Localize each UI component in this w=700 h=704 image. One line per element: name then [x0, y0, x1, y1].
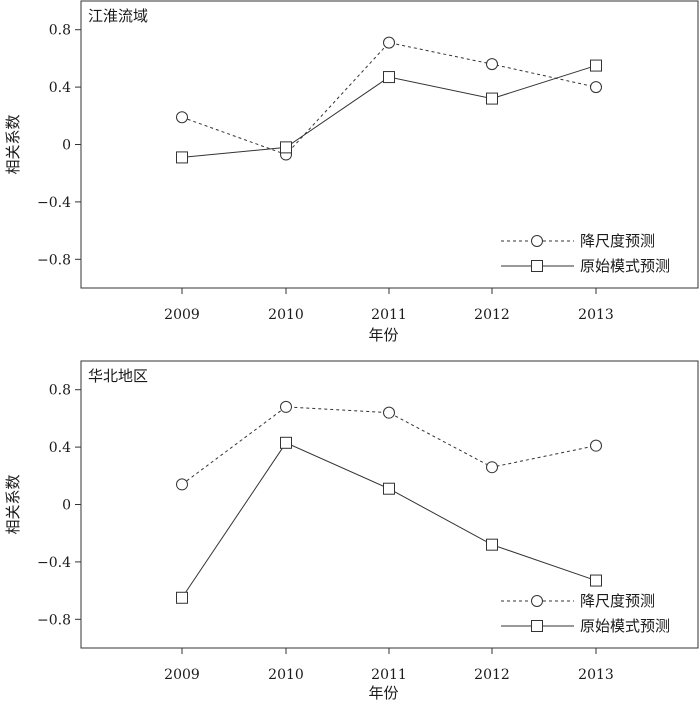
- x-tick-label: 2011: [371, 307, 407, 323]
- legend-label: 原始模式预测: [580, 257, 670, 275]
- x-tick-label: 2010: [268, 307, 304, 323]
- y-tick-label: −0.8: [37, 612, 71, 628]
- data-point-circle: [590, 439, 602, 452]
- data-point-square: [590, 574, 602, 587]
- data-point-circle: [383, 406, 395, 419]
- legend-label: 降尺度预测: [580, 592, 655, 610]
- x-tick-label: 2013: [578, 307, 614, 323]
- x-tick-label: 2012: [474, 307, 510, 323]
- downscaled-series-line: [181, 406, 597, 485]
- data-point-circle: [176, 111, 188, 124]
- downscaled-series-line: [181, 42, 597, 156]
- x-axis-title: 年份: [368, 684, 398, 702]
- data-point-square: [176, 151, 188, 164]
- panel-title: 华北地区: [88, 367, 148, 385]
- data-point-square: [383, 482, 395, 495]
- legend-marker-circle: [531, 235, 543, 247]
- y-axis-title: 相关系数: [4, 114, 22, 174]
- data-point-circle: [280, 400, 292, 413]
- y-axis-title: 相关系数: [4, 474, 22, 534]
- legend-label: 降尺度预测: [580, 232, 655, 250]
- y-tick-label: −0.4: [37, 195, 71, 211]
- data-point-circle: [590, 81, 602, 94]
- data-point-square: [280, 436, 292, 449]
- x-tick-label: 2012: [474, 667, 510, 683]
- x-tick-label: 2009: [164, 307, 200, 323]
- chart-panel-huabei: 0.8 0.4 0 −0.4 −0.8 2009 2010 2011 2012 2013 年份 相关系…: [4, 360, 699, 702]
- raw-model-series-line: [181, 442, 597, 599]
- data-point-circle: [486, 58, 498, 71]
- data-point-square: [176, 591, 188, 604]
- data-point-square: [280, 141, 292, 154]
- x-axis-title: 年份: [368, 326, 398, 344]
- data-point-square: [486, 538, 498, 551]
- panel-title: 江淮流域: [88, 7, 148, 25]
- legend-marker-square: [531, 260, 543, 272]
- x-tick-label: 2010: [268, 667, 304, 683]
- y-tick-label: 0.8: [49, 23, 71, 39]
- y-tick-label: −0.8: [37, 252, 71, 268]
- legend-marker-circle: [531, 595, 543, 607]
- data-point-circle: [486, 461, 498, 474]
- data-point-circle: [176, 478, 188, 491]
- y-tick-label: −0.4: [37, 555, 71, 571]
- y-tick-label: 0.8: [49, 383, 71, 399]
- y-tick-label: 0: [62, 138, 71, 154]
- x-tick-label: 2009: [164, 667, 200, 683]
- data-point-square: [383, 71, 395, 84]
- legend-marker-square: [531, 620, 543, 632]
- legend-label: 原始模式预测: [580, 617, 670, 635]
- data-point-square: [590, 59, 602, 72]
- data-point-circle: [383, 36, 395, 49]
- chart-panel-jianghuai: 0.8 0.4 0 −0.4 −0.8 2009 2010 2011 2012 2013 年份 相关系…: [4, 0, 699, 344]
- y-tick-label: 0.4: [49, 80, 71, 96]
- y-tick-label: 0: [62, 498, 71, 514]
- y-tick-label: 0.4: [49, 440, 71, 456]
- x-tick-label: 2013: [578, 667, 614, 683]
- data-point-square: [486, 92, 498, 105]
- x-tick-label: 2011: [371, 667, 407, 683]
